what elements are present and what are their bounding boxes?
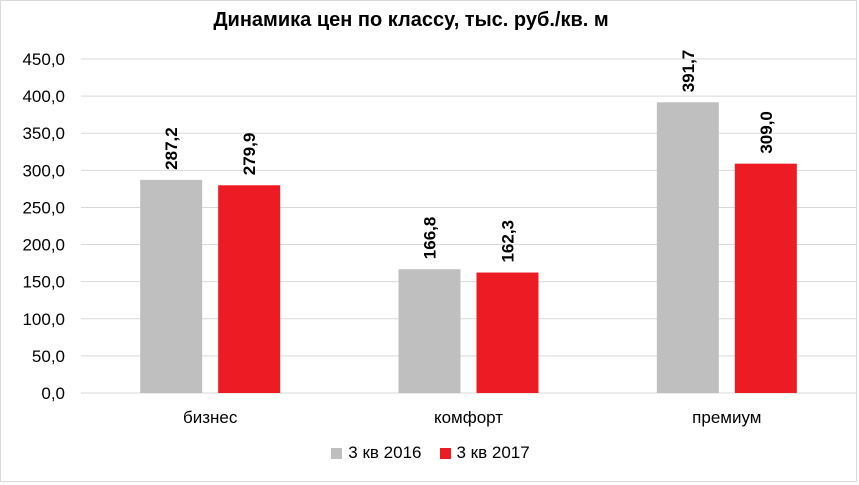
y-tick-label-3: 150,0 — [22, 273, 65, 292]
data-label-бизнес-0: 287,2 — [162, 127, 181, 170]
legend-label-2016: 3 кв 2016 — [348, 443, 422, 462]
bar-премиум-0 — [656, 102, 719, 394]
y-tick-label-2: 100,0 — [22, 310, 65, 329]
legend-swatch-2016 — [331, 447, 343, 459]
y-tick-label-9: 450,0 — [22, 50, 65, 69]
y-tick-label-0: 0,0 — [41, 384, 65, 403]
legend: 3 кв 2016 3 кв 2017 — [1, 443, 859, 463]
data-label-комфорт-1: 162,3 — [499, 220, 518, 263]
data-label-премиум-0: 391,7 — [679, 50, 698, 93]
data-label-бизнес-1: 279,9 — [240, 133, 259, 176]
data-label-премиум-1: 309,0 — [757, 111, 776, 154]
y-tick-label-5: 250,0 — [22, 198, 65, 217]
category-label-1: комфорт — [434, 408, 503, 427]
data-label-комфорт-0: 166,8 — [421, 217, 440, 260]
bar-бизнес-0 — [140, 179, 203, 393]
category-label-0: бизнес — [183, 408, 238, 427]
y-tick-label-6: 300,0 — [22, 161, 65, 180]
legend-item-2016: 3 кв 2016 — [331, 443, 422, 463]
legend-label-2017: 3 кв 2017 — [456, 443, 530, 462]
legend-swatch-2017 — [439, 447, 451, 459]
bar-премиум-1 — [734, 163, 797, 393]
y-tick-label-8: 400,0 — [22, 87, 65, 106]
category-label-2: премиум — [692, 408, 761, 427]
y-tick-label-7: 350,0 — [22, 124, 65, 143]
y-tick-label-4: 200,0 — [22, 236, 65, 255]
chart-title: Динамика цен по классу, тыс. руб./кв. м — [213, 9, 609, 31]
y-tick-label-1: 50,0 — [32, 347, 65, 366]
bar-комфорт-1 — [476, 272, 539, 393]
bar-бизнес-1 — [218, 185, 281, 393]
legend-item-2017: 3 кв 2017 — [439, 443, 530, 463]
bar-комфорт-0 — [398, 269, 461, 393]
